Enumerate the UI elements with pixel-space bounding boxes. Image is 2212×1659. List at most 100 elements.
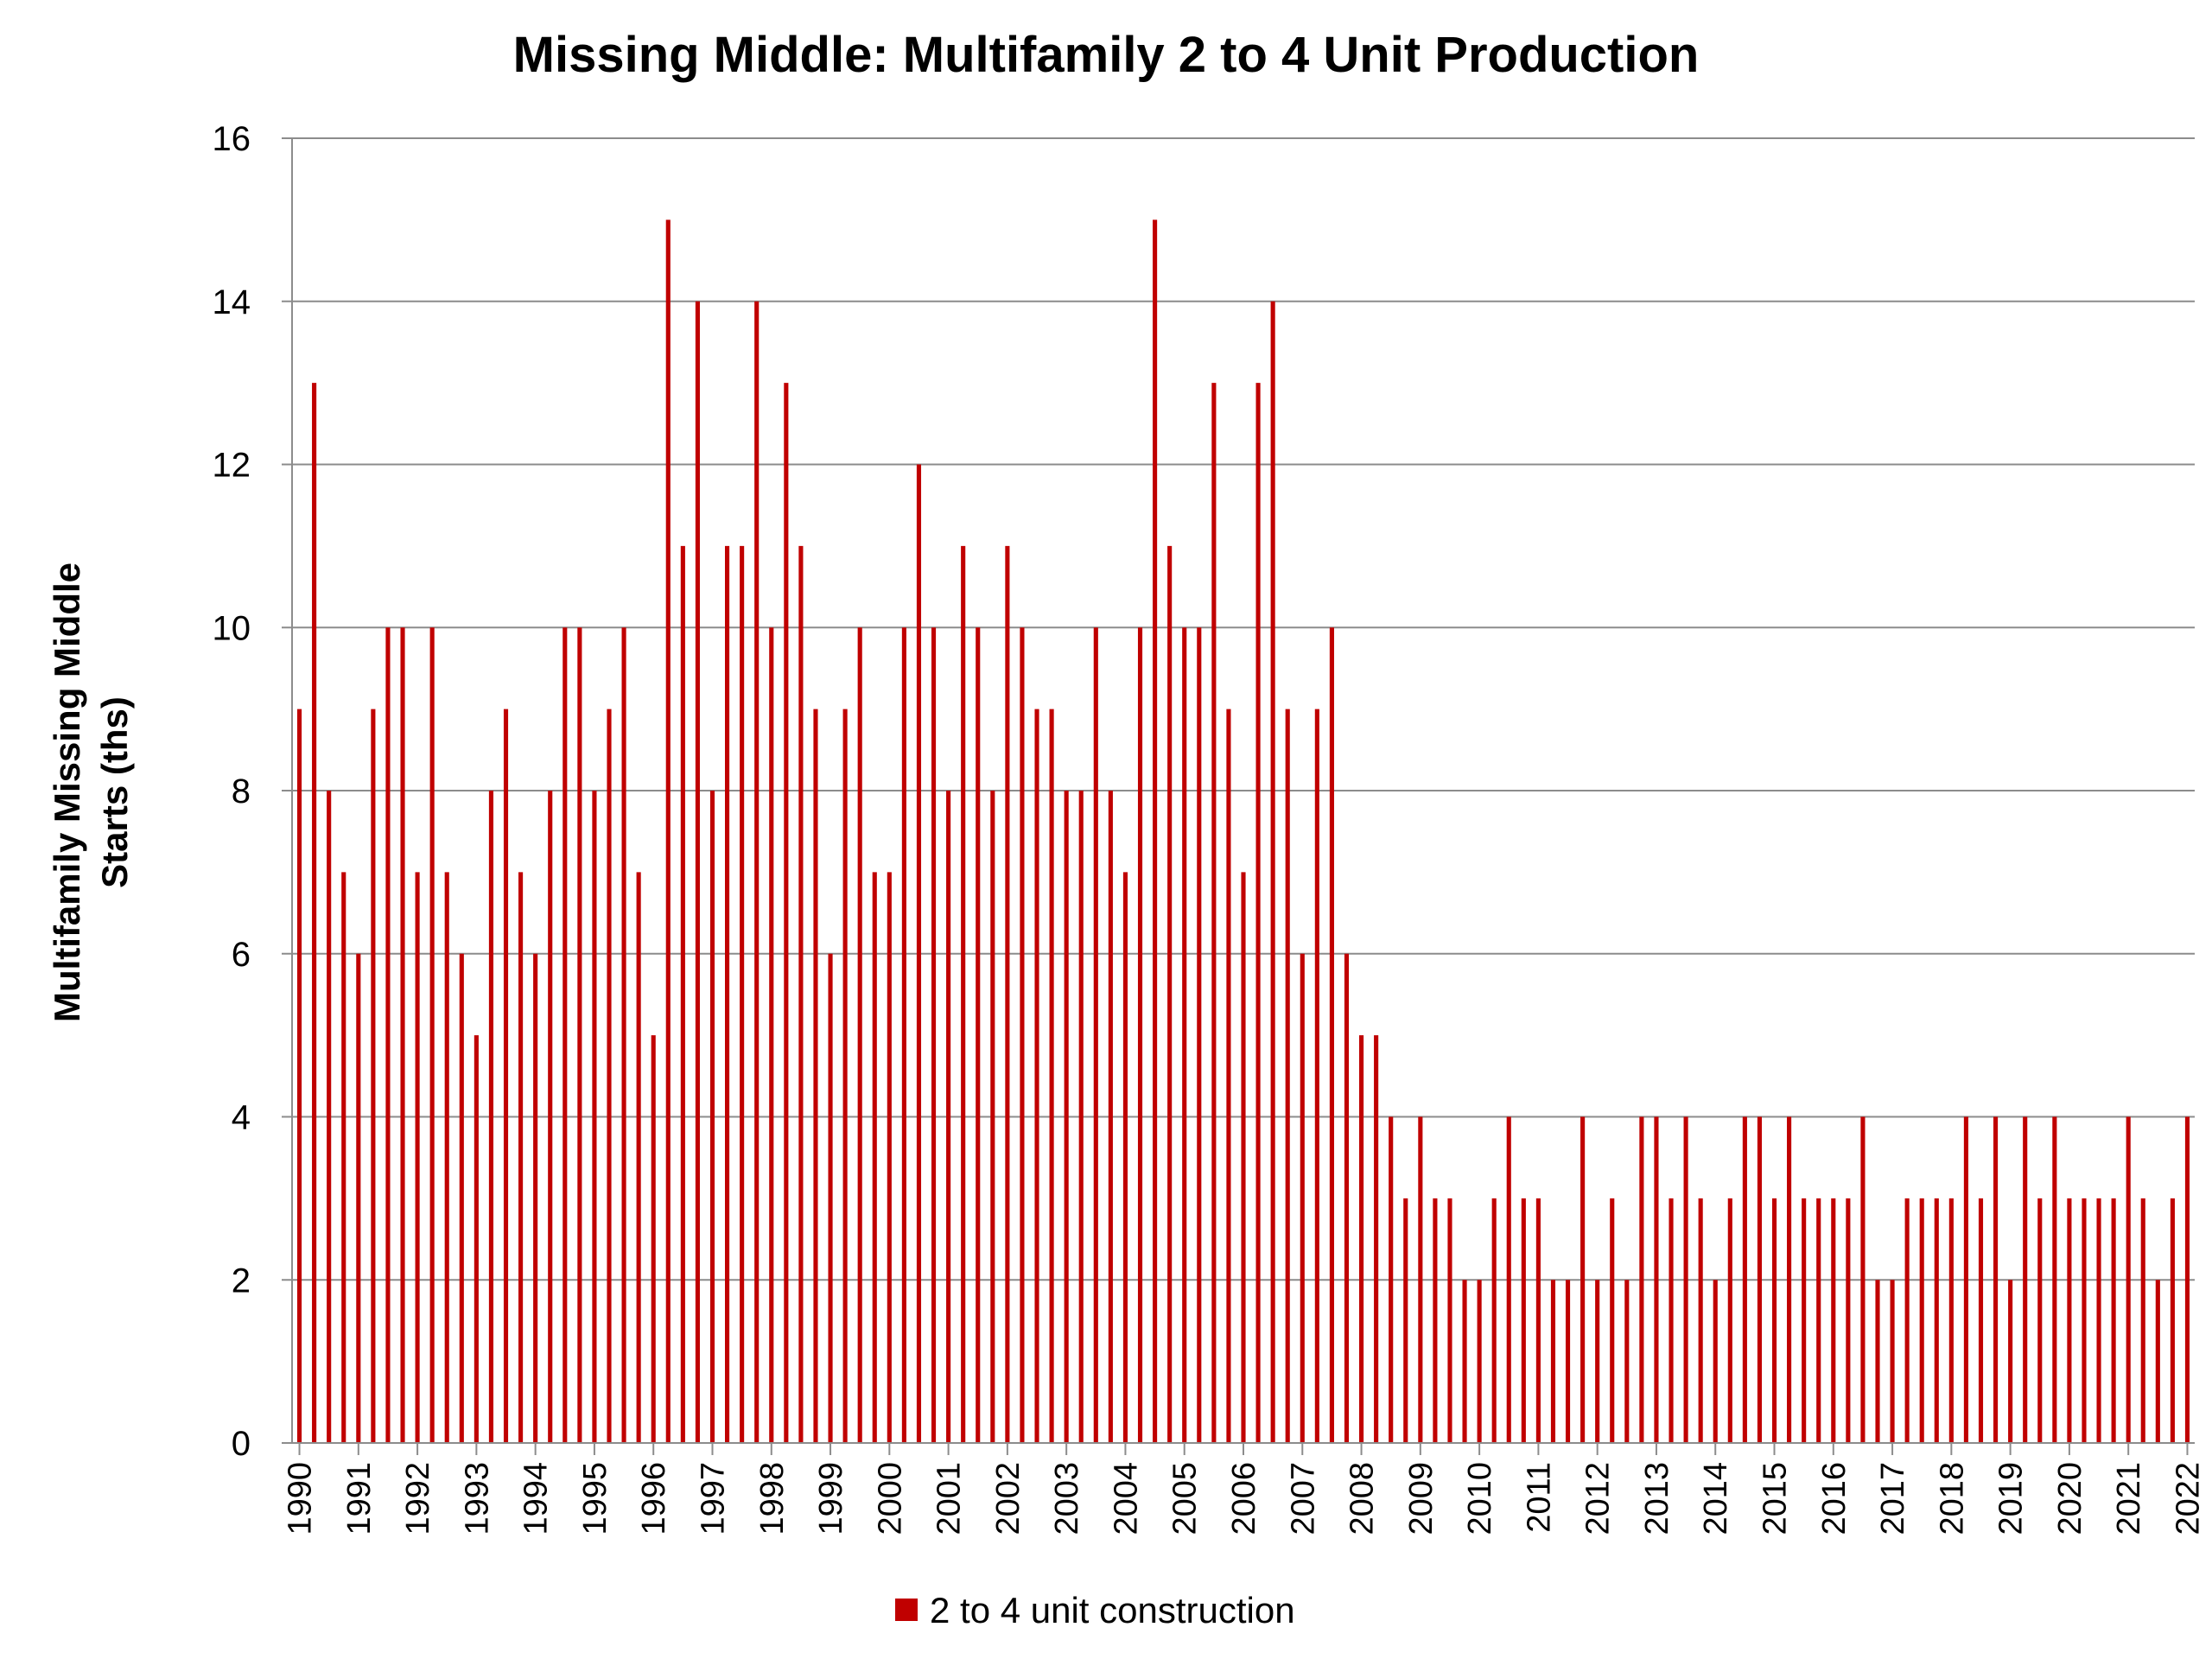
- bar: [2170, 1198, 2175, 1443]
- bar: [1491, 1198, 1497, 1443]
- legend: 2 to 4 unit construction: [895, 1590, 1295, 1630]
- x-tick-label: 2021: [2111, 1462, 2147, 1535]
- bar: [2126, 1116, 2131, 1443]
- bar: [1389, 1116, 1394, 1443]
- bar: [1344, 953, 1350, 1443]
- bar: [577, 627, 582, 1443]
- bar: [1182, 627, 1187, 1443]
- x-tick-label: 2016: [1816, 1462, 1853, 1535]
- bar: [1314, 709, 1319, 1443]
- bar: [1890, 1280, 1895, 1443]
- axes: [282, 137, 2195, 1455]
- bar: [415, 872, 420, 1443]
- x-tick-label: 1996: [636, 1462, 672, 1535]
- x-tick-label: 2002: [990, 1462, 1027, 1535]
- bar: [1948, 1198, 1954, 1443]
- bar: [769, 627, 774, 1443]
- bar: [828, 953, 833, 1443]
- bar: [2067, 1198, 2072, 1443]
- bar: [754, 301, 760, 1443]
- x-tick-label: 2000: [872, 1462, 908, 1535]
- y-tick-label: 10: [213, 609, 251, 647]
- bar: [1713, 1280, 1718, 1443]
- bar: [1197, 627, 1202, 1443]
- bar: [740, 545, 745, 1443]
- bar: [312, 383, 317, 1443]
- bar: [1506, 1116, 1511, 1443]
- x-tick-label: 2007: [1285, 1462, 1321, 1535]
- bar: [2155, 1280, 2160, 1443]
- bar: [1329, 627, 1334, 1443]
- bar: [1787, 1116, 1792, 1443]
- x-tick-label: 2003: [1049, 1462, 1085, 1535]
- bar: [1595, 1280, 1600, 1443]
- y-axis-label-line-2: Starts (ths): [94, 696, 135, 888]
- bar: [1683, 1116, 1688, 1443]
- x-tick-label: 1999: [813, 1462, 849, 1535]
- legend-label: 2 to 4 unit construction: [930, 1590, 1295, 1630]
- x-tick-labels: 1990 1991 1992 1993 1994 1995 1996 1997 1998 1999…: [283, 1462, 2207, 1535]
- bar: [1831, 1198, 1836, 1443]
- x-tick-label: 2017: [1875, 1462, 1911, 1535]
- bar: [784, 383, 789, 1443]
- bar: [665, 219, 671, 1443]
- bar: [976, 627, 981, 1443]
- x-tick-label: 2011: [1521, 1462, 1557, 1533]
- bar: [680, 545, 685, 1443]
- y-tick-label: 2: [232, 1262, 251, 1300]
- bar: [1669, 1198, 1674, 1443]
- bar: [1093, 627, 1098, 1443]
- bar: [857, 627, 862, 1443]
- x-tick-label: 2012: [1580, 1462, 1617, 1535]
- bar: [1462, 1280, 1467, 1443]
- bar: [488, 791, 494, 1443]
- bar: [1020, 627, 1025, 1443]
- bar: [2140, 1198, 2145, 1443]
- bar: [1241, 872, 1246, 1443]
- bar: [1137, 627, 1143, 1443]
- bar: [2184, 1116, 2190, 1443]
- bar: [1771, 1198, 1777, 1443]
- bar: [961, 545, 966, 1443]
- bar: [872, 872, 877, 1443]
- bar: [1358, 1035, 1364, 1443]
- bar: [2111, 1198, 2116, 1443]
- bar: [1742, 1116, 1747, 1443]
- bar: [916, 464, 922, 1443]
- bar: [327, 791, 332, 1443]
- bar: [990, 791, 995, 1443]
- x-tick-label: 1995: [577, 1462, 613, 1535]
- bar: [1153, 219, 1158, 1443]
- x-tick-label: 2001: [931, 1462, 968, 1535]
- x-tick-label: 1993: [459, 1462, 495, 1535]
- bar: [2037, 1198, 2043, 1443]
- x-tick-label: 2004: [1108, 1462, 1144, 1535]
- chart-title: Missing Middle: Multifamily 2 to 4 Unit …: [512, 27, 1700, 83]
- bar: [356, 953, 361, 1443]
- bar: [1049, 709, 1054, 1443]
- y-tick-label: 14: [213, 283, 251, 321]
- bar: [2052, 1116, 2057, 1443]
- x-tick-label: 2009: [1403, 1462, 1440, 1535]
- bar: [1963, 1116, 1968, 1443]
- bar: [798, 545, 804, 1443]
- bar: [1167, 545, 1173, 1443]
- bar: [901, 627, 906, 1443]
- bar: [1565, 1280, 1571, 1443]
- bar: [1727, 1198, 1732, 1443]
- bar: [1580, 1116, 1586, 1443]
- bar: [1654, 1116, 1659, 1443]
- y-tick-label: 6: [232, 936, 251, 974]
- bar: [1535, 1198, 1541, 1443]
- x-tick-label: 2013: [1639, 1462, 1675, 1535]
- bar: [887, 872, 892, 1443]
- x-tick-label: 2014: [1698, 1462, 1734, 1535]
- x-tick-label: 2008: [1344, 1462, 1381, 1535]
- bar: [2023, 1116, 2028, 1443]
- bar: [695, 301, 700, 1443]
- bar: [1064, 791, 1069, 1443]
- bar: [1255, 383, 1261, 1443]
- y-tick-label: 12: [213, 447, 251, 485]
- x-tick-label: 1997: [695, 1462, 731, 1535]
